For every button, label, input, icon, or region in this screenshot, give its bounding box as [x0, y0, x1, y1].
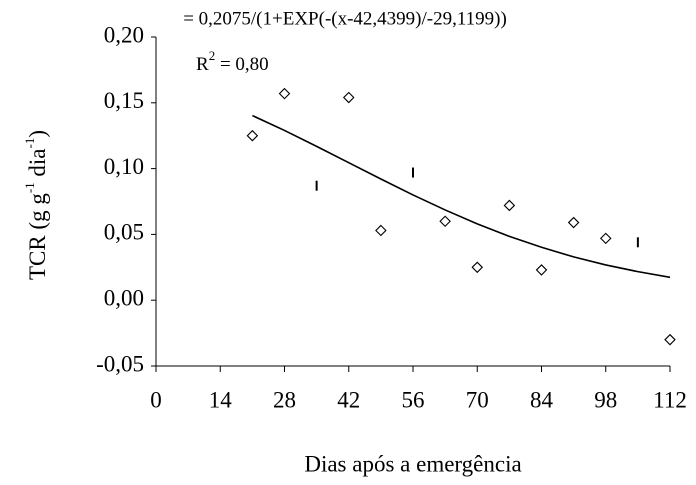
data-point: [439, 215, 451, 228]
data-point: [342, 91, 355, 104]
x-tick-label: 84: [530, 387, 554, 412]
x-tick-label: 14: [209, 387, 233, 412]
y-tick-label: 0,00: [104, 285, 144, 310]
data-point: [471, 261, 484, 274]
r-squared: R2 = 0,80: [196, 48, 269, 75]
data-point: [664, 333, 676, 346]
y-label-part: TCR (g g: [25, 193, 50, 280]
r-squared-r: R: [196, 54, 209, 75]
y-label-exp: -1: [22, 182, 37, 193]
x-tick-label: 0: [150, 387, 162, 412]
data-point: [246, 129, 259, 142]
y-tick-label: -0,05: [96, 351, 144, 376]
r-squared-exp: 2: [209, 48, 216, 63]
data-point: [567, 216, 580, 229]
x-axis-label: Dias após a emergência: [304, 451, 521, 476]
y-tick-label: 0,15: [104, 88, 144, 113]
equation: = 0,2075/(1+EXP(-(x-42,4399)/-29,1199)): [183, 8, 507, 29]
data-point: [375, 224, 387, 237]
data-point: [503, 199, 516, 212]
y-label-exp: -1: [22, 138, 37, 149]
x-tick-label: 70: [466, 387, 489, 412]
x-tick-label: 28: [273, 387, 296, 412]
y-label-part: dia: [25, 148, 50, 182]
x-tick-label: 42: [337, 387, 360, 412]
fit-curve: [252, 114, 671, 279]
data-point: [599, 232, 612, 245]
data-point: [278, 87, 291, 100]
data-point: [535, 264, 548, 276]
x-tick-label: 98: [594, 387, 617, 412]
y-label-part: ): [25, 130, 50, 138]
y-tick-label: 0,10: [104, 154, 144, 179]
r-squared-value: = 0,80: [215, 54, 268, 75]
y-tick-label: 0,05: [104, 220, 144, 245]
y-axis-label: TCR (g g-1 dia-1): [22, 130, 50, 280]
x-tick-label: 112: [653, 387, 687, 412]
x-tick-label: 56: [402, 387, 425, 412]
y-tick-label: 0,20: [104, 22, 144, 47]
